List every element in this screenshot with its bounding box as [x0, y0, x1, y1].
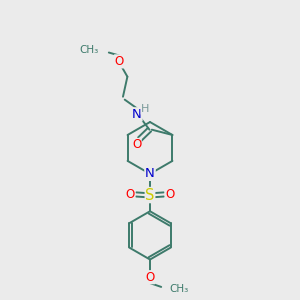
Text: N: N: [145, 167, 155, 180]
Text: CH₃: CH₃: [79, 45, 98, 55]
Text: N: N: [132, 108, 142, 121]
Text: O: O: [146, 271, 154, 284]
Text: CH₃: CH₃: [169, 284, 189, 294]
Text: O: O: [165, 188, 174, 201]
Text: O: O: [132, 139, 141, 152]
Text: S: S: [145, 188, 155, 202]
Text: N: N: [145, 167, 155, 180]
Text: H: H: [141, 104, 149, 114]
Text: O: O: [126, 188, 135, 201]
Text: O: O: [115, 55, 124, 68]
